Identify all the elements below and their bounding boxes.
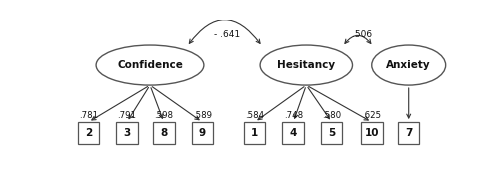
Text: .748: .748 <box>284 112 303 121</box>
Bar <box>192 122 213 144</box>
Text: .598: .598 <box>154 112 174 121</box>
Text: .584: .584 <box>245 112 264 121</box>
Bar <box>398 122 419 144</box>
Text: Anxiety: Anxiety <box>386 60 431 70</box>
Text: .506: .506 <box>352 30 372 39</box>
Text: 2: 2 <box>85 128 92 138</box>
Text: 1: 1 <box>251 128 258 138</box>
FancyArrowPatch shape <box>345 35 371 43</box>
Bar <box>116 122 138 144</box>
Bar <box>282 122 304 144</box>
Text: Confidence: Confidence <box>117 60 183 70</box>
Text: 7: 7 <box>405 128 412 138</box>
Bar <box>321 122 342 144</box>
Bar <box>153 122 174 144</box>
FancyArrowPatch shape <box>190 20 260 43</box>
Text: .589: .589 <box>193 112 212 121</box>
Text: 4: 4 <box>290 128 297 138</box>
Text: 9: 9 <box>199 128 206 138</box>
Text: 5: 5 <box>328 128 336 138</box>
Text: .625: .625 <box>362 112 382 121</box>
Text: 8: 8 <box>160 128 168 138</box>
Text: .781: .781 <box>79 112 98 121</box>
Text: 3: 3 <box>124 128 130 138</box>
Text: 10: 10 <box>364 128 379 138</box>
Text: .580: .580 <box>322 112 342 121</box>
Bar <box>78 122 99 144</box>
Text: - .641: - .641 <box>214 30 240 39</box>
Text: Hesitancy: Hesitancy <box>277 60 336 70</box>
Bar <box>361 122 382 144</box>
Text: .791: .791 <box>118 112 137 121</box>
Bar <box>244 122 266 144</box>
